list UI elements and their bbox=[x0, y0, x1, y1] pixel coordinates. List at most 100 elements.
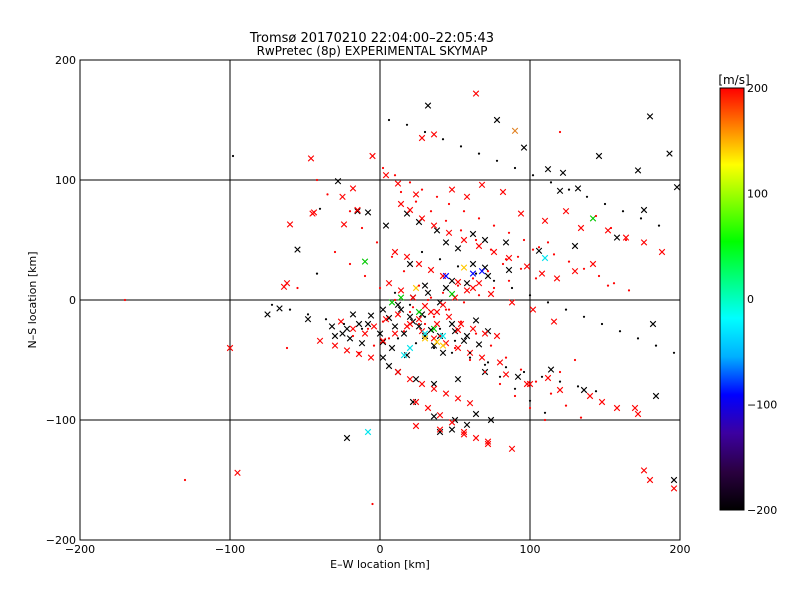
data-point-cross bbox=[589, 215, 597, 222]
data-point-dot bbox=[315, 178, 319, 182]
data-point-cross bbox=[367, 312, 375, 319]
data-point-dot bbox=[576, 385, 580, 388]
data-point-dot bbox=[396, 337, 400, 340]
data-point-cross bbox=[424, 289, 432, 296]
data-point-cross bbox=[571, 242, 579, 250]
data-point-cross bbox=[472, 410, 480, 418]
data-point-cross bbox=[316, 337, 324, 344]
data-point-cross bbox=[412, 422, 420, 430]
data-point-cross bbox=[400, 330, 408, 337]
data-point-cross bbox=[448, 426, 456, 433]
data-point-cross bbox=[397, 294, 405, 301]
data-point-cross bbox=[355, 320, 363, 328]
colorbar-tick-label: 200 bbox=[747, 82, 768, 95]
data-point-dot bbox=[654, 344, 658, 347]
data-point-cross bbox=[421, 330, 429, 337]
data-point-cross bbox=[571, 268, 579, 275]
data-point-dot bbox=[459, 320, 463, 323]
data-point-cross bbox=[397, 287, 405, 294]
data-point-cross bbox=[484, 440, 492, 448]
data-point-dot bbox=[612, 282, 616, 285]
data-point-cross bbox=[478, 181, 486, 188]
data-point-cross bbox=[364, 428, 372, 436]
data-point-cross bbox=[634, 167, 642, 174]
data-point-cross bbox=[354, 206, 361, 214]
data-point-cross bbox=[577, 224, 585, 232]
data-point-cross bbox=[406, 260, 414, 268]
data-point-cross bbox=[391, 248, 399, 256]
data-point-cross bbox=[589, 260, 597, 268]
data-point-dot bbox=[567, 260, 571, 263]
data-point-dot bbox=[296, 286, 299, 290]
data-point-dot bbox=[474, 238, 478, 242]
data-point-cross bbox=[427, 266, 435, 274]
data-point-cross bbox=[379, 338, 387, 346]
data-point-dot bbox=[624, 238, 628, 242]
data-point-cross bbox=[460, 236, 468, 244]
data-point-cross bbox=[397, 200, 405, 208]
data-point-cross bbox=[337, 318, 345, 325]
data-point-cross bbox=[354, 208, 361, 215]
data-point-cross bbox=[640, 206, 648, 214]
data-point-cross bbox=[439, 342, 447, 349]
data-point-cross bbox=[448, 290, 456, 298]
chart-title: Tromsø 20170210 22:04:00–22:05:43 bbox=[249, 31, 494, 46]
data-point-dot bbox=[603, 202, 607, 206]
data-point-dot bbox=[285, 346, 289, 350]
data-point-dot bbox=[357, 351, 361, 354]
data-point-cross bbox=[421, 332, 429, 340]
data-point-cross bbox=[309, 210, 316, 217]
data-point-dot bbox=[537, 246, 541, 249]
data-point-cross bbox=[562, 208, 570, 215]
y-tick-label: 100 bbox=[55, 174, 76, 187]
data-point-dot bbox=[402, 270, 406, 273]
data-point-dot bbox=[378, 332, 382, 335]
data-point-cross bbox=[421, 282, 429, 289]
data-point-cross bbox=[436, 426, 444, 433]
data-point-dot bbox=[519, 267, 523, 270]
data-point-dot bbox=[426, 298, 430, 302]
data-point-dot bbox=[447, 308, 451, 311]
data-point-cross bbox=[367, 354, 375, 361]
data-point-dot bbox=[393, 298, 397, 302]
data-point-cross bbox=[339, 193, 346, 200]
data-point-cross bbox=[264, 311, 271, 318]
data-point-cross bbox=[544, 166, 552, 173]
data-point-dot bbox=[492, 279, 496, 282]
data-point-cross bbox=[517, 210, 525, 217]
data-point-cross bbox=[379, 354, 387, 361]
data-point-cross bbox=[403, 323, 411, 330]
data-point-cross bbox=[286, 221, 294, 228]
data-point-dot bbox=[348, 262, 352, 266]
data-point-cross bbox=[511, 127, 519, 134]
data-point-cross bbox=[457, 320, 465, 328]
data-point-dot bbox=[558, 380, 562, 383]
data-point-dot bbox=[402, 330, 406, 333]
data-point-cross bbox=[369, 152, 376, 160]
data-point-dot bbox=[582, 315, 586, 318]
data-point-dot bbox=[453, 346, 457, 350]
data-point-dot bbox=[672, 351, 676, 354]
data-point-dot bbox=[564, 308, 568, 311]
data-point-dot bbox=[510, 286, 514, 290]
data-point-cross bbox=[364, 320, 372, 328]
data-point-dot bbox=[444, 308, 448, 311]
data-point-cross bbox=[493, 116, 501, 124]
data-point-cross bbox=[439, 272, 447, 280]
data-point-cross bbox=[412, 191, 420, 198]
data-point-cross bbox=[448, 186, 456, 193]
data-point-cross bbox=[640, 239, 648, 246]
data-point-cross bbox=[460, 337, 468, 344]
data-point-cross bbox=[529, 306, 537, 313]
data-point-dot bbox=[540, 375, 544, 378]
data-point-dot bbox=[543, 411, 547, 414]
data-point-cross bbox=[574, 185, 582, 192]
data-point-cross bbox=[553, 275, 561, 282]
data-point-dot bbox=[318, 207, 322, 210]
data-point-cross bbox=[478, 268, 486, 275]
data-point-dot bbox=[360, 226, 364, 230]
data-point-cross bbox=[541, 254, 549, 262]
data-point-cross bbox=[412, 284, 420, 292]
data-point-dot bbox=[516, 255, 520, 258]
data-point-cross bbox=[580, 386, 588, 394]
